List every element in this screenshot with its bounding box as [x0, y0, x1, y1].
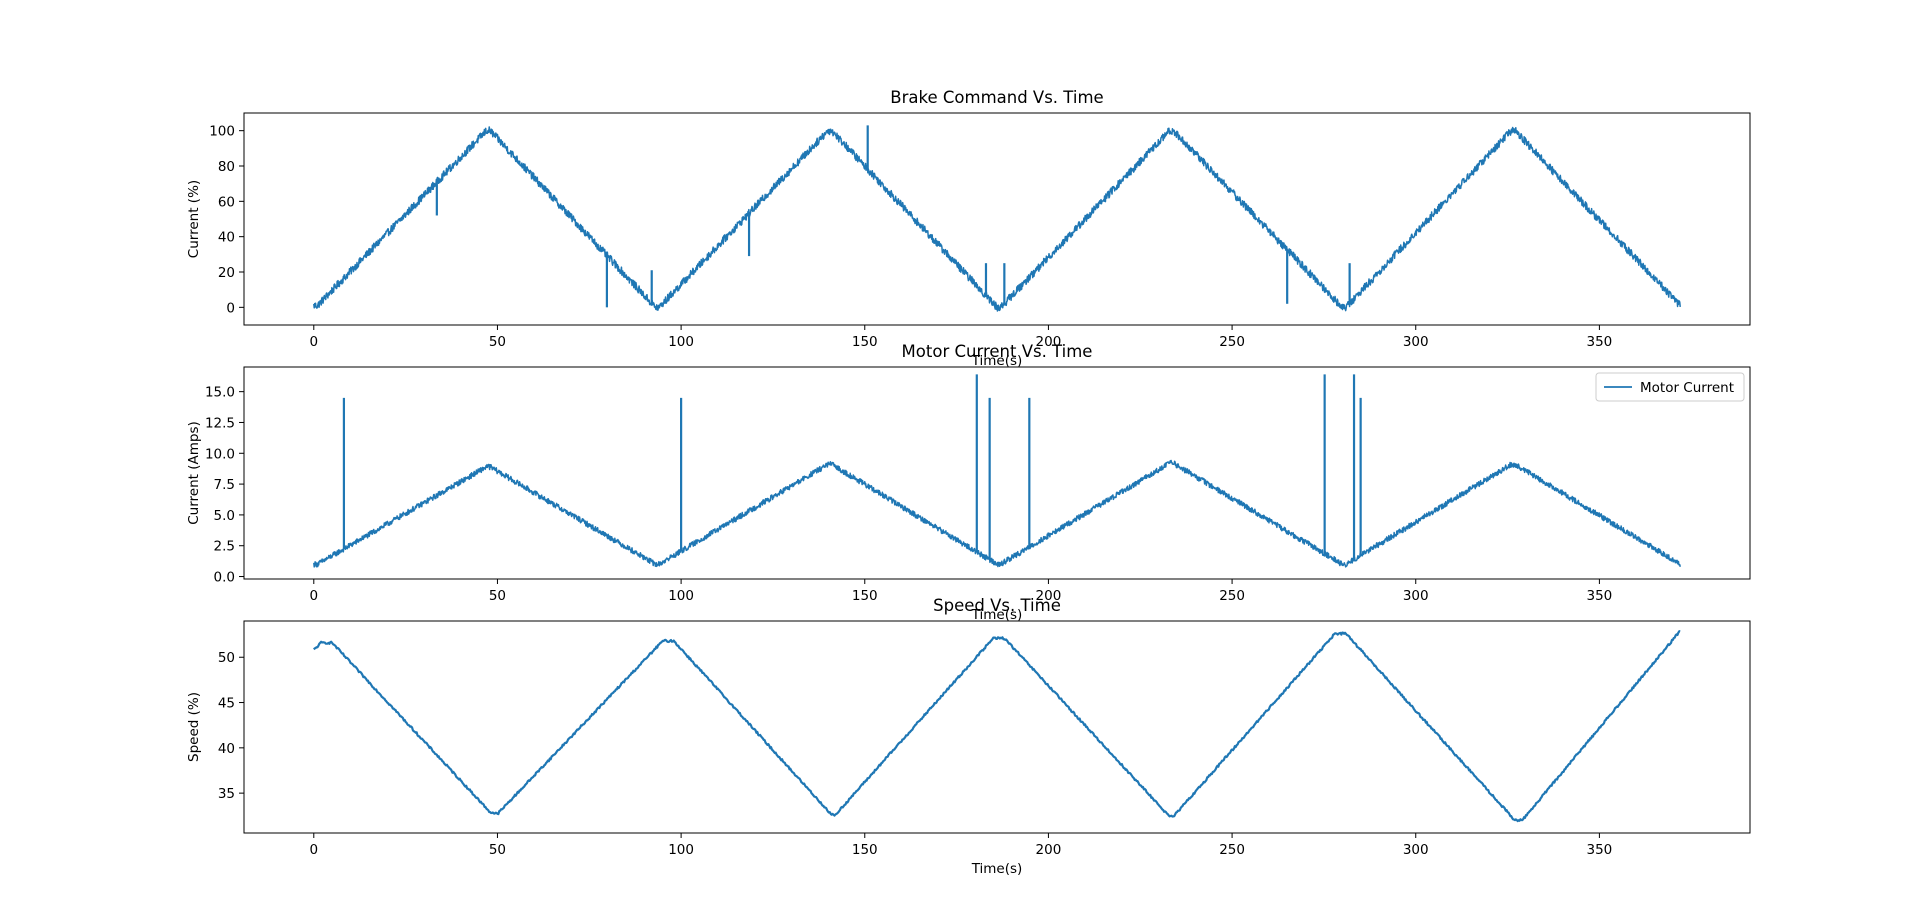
x-tick-label: 0 — [309, 334, 318, 350]
y-tick-label: 5.0 — [214, 508, 235, 524]
x-tick-label: 100 — [668, 588, 694, 604]
y-tick-label: 7.5 — [214, 477, 235, 493]
y-tick-label: 2.5 — [214, 539, 235, 555]
x-tick-label: 50 — [489, 334, 506, 350]
legend-entry-motor-current: Motor Current — [1640, 380, 1734, 396]
y-tick-label: 15.0 — [205, 385, 235, 401]
y-tick-label: 20 — [218, 265, 235, 281]
x-tick-label: 50 — [489, 588, 506, 604]
x-tick-label: 250 — [1219, 334, 1245, 350]
brake-command-ticks: 0 50 100 150 200 250 300 350 0 20 40 60 80 100 — [209, 124, 1612, 350]
brake-command-title: Brake Command Vs. Time — [890, 88, 1103, 107]
legend-box — [1595, 372, 1745, 402]
x-tick-label: 150 — [852, 588, 878, 604]
motor-current-line — [313, 459, 1681, 568]
speed-xlabel: Time(s) — [971, 861, 1023, 877]
speed-ylabel: Speed (%) — [186, 692, 202, 762]
y-tick-label: 12.5 — [205, 415, 235, 431]
motor-current-subplot: 0 50 100 150 200 250 300 350 0.0 2.5 5.0 7.5 10.0 12.… — [186, 342, 1751, 623]
x-tick-label: 300 — [1403, 588, 1429, 604]
motor-current-title: Motor Current Vs. Time — [902, 342, 1093, 361]
brake-command-ylabel: Current (%) — [186, 180, 202, 258]
brake-command-xlabel: Time(s) — [971, 353, 1023, 369]
speed-line — [313, 630, 1681, 823]
y-tick-label: 0 — [226, 300, 235, 316]
y-tick-label: 100 — [209, 124, 235, 140]
y-tick-label: 40 — [218, 230, 235, 246]
x-tick-label: 200 — [1036, 588, 1062, 604]
y-tick-label: 40 — [218, 741, 235, 757]
speed-ticks: 0 50 100 150 200 250 300 350 35 40 45 50 — [218, 650, 1612, 858]
y-tick-label: 45 — [218, 696, 235, 712]
speed-title: Speed Vs. Time — [933, 596, 1061, 615]
y-tick-label: 80 — [218, 159, 235, 175]
brake-command-series — [313, 125, 1681, 312]
x-tick-label: 350 — [1587, 588, 1613, 604]
x-tick-label: 250 — [1219, 588, 1245, 604]
x-tick-label: 100 — [668, 334, 694, 350]
speed-subplot: 0 50 100 150 200 250 300 350 35 40 45 50 Speed Vs. … — [186, 596, 1751, 877]
motor-current-series — [313, 374, 1681, 568]
y-tick-label: 0.0 — [214, 570, 235, 586]
y-tick-label: 35 — [218, 786, 235, 802]
motor-current-legend: Motor Current — [1595, 372, 1745, 402]
motor-current-ticks: 0 50 100 150 200 250 300 350 0.0 2.5 5.0 7.5 10.0 12.… — [205, 385, 1612, 604]
x-tick-label: 50 — [489, 842, 506, 858]
speed-axes-frame — [243, 620, 1751, 834]
motor-current-xlabel: Time(s) — [971, 607, 1023, 623]
x-tick-label: 300 — [1403, 842, 1429, 858]
motor-current-axes-frame — [243, 366, 1751, 580]
x-tick-label: 200 — [1036, 842, 1062, 858]
brake-command-line — [313, 126, 1681, 312]
y-tick-label: 60 — [218, 194, 235, 210]
y-tick-label: 10.0 — [205, 446, 235, 462]
x-tick-label: 350 — [1587, 842, 1613, 858]
x-tick-label: 0 — [309, 588, 318, 604]
x-tick-label: 0 — [309, 842, 318, 858]
x-tick-label: 100 — [668, 842, 694, 858]
y-tick-label: 50 — [218, 650, 235, 666]
x-tick-label: 200 — [1036, 334, 1062, 350]
x-tick-label: 350 — [1587, 334, 1613, 350]
x-tick-label: 150 — [852, 842, 878, 858]
brake-command-axes-frame — [243, 112, 1751, 326]
motor-current-ylabel: Current (Amps) — [186, 421, 202, 525]
x-tick-label: 300 — [1403, 334, 1429, 350]
x-tick-label: 250 — [1219, 842, 1245, 858]
x-tick-label: 150 — [852, 334, 878, 350]
speed-series — [313, 630, 1681, 823]
brake-command-subplot: 0 50 100 150 200 250 300 350 0 20 40 60 80 100 Brake … — [186, 88, 1751, 369]
